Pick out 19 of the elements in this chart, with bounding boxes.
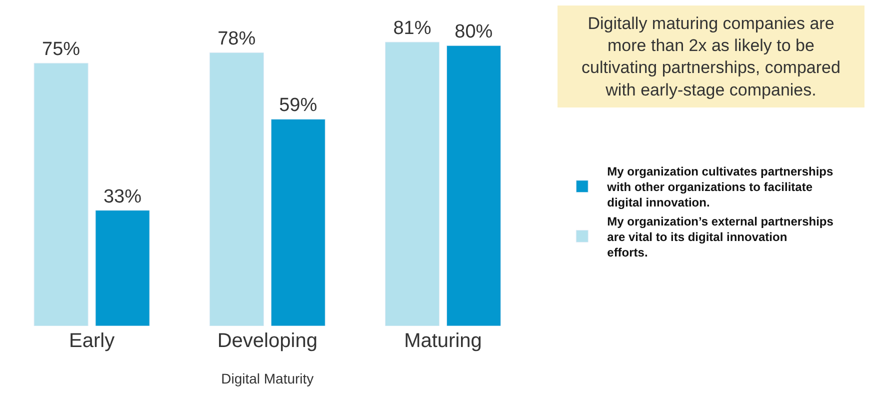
bar <box>446 45 502 326</box>
data-label: 75% <box>42 39 80 60</box>
text: Digitally maturing companies are more than 2x as likely to be cultivating partnerships, compared with early-stage companies. <box>582 14 840 100</box>
legend-label: My organization cultivates partnerships with other organizations to facilitate digital innovation. <box>606 164 834 210</box>
data-label: 59% <box>279 95 318 116</box>
x-tick-label: Early <box>69 330 115 352</box>
data-label: 33% <box>103 186 142 208</box>
bar <box>270 118 326 326</box>
x-tick-label: Developing <box>217 330 318 352</box>
x-tick-label: Maturing <box>404 330 482 352</box>
legend-label: My organization’s external partnerships are vital to its digital innovation efforts. <box>607 214 834 260</box>
bar <box>34 62 88 326</box>
data-label: 81% <box>393 18 432 40</box>
data-label: 80% <box>454 22 493 43</box>
x-axis-title: Digital Maturity <box>221 370 314 386</box>
data-label: 78% <box>218 28 256 50</box>
bar <box>209 52 264 326</box>
bar <box>95 210 150 326</box>
bar <box>384 42 440 326</box>
